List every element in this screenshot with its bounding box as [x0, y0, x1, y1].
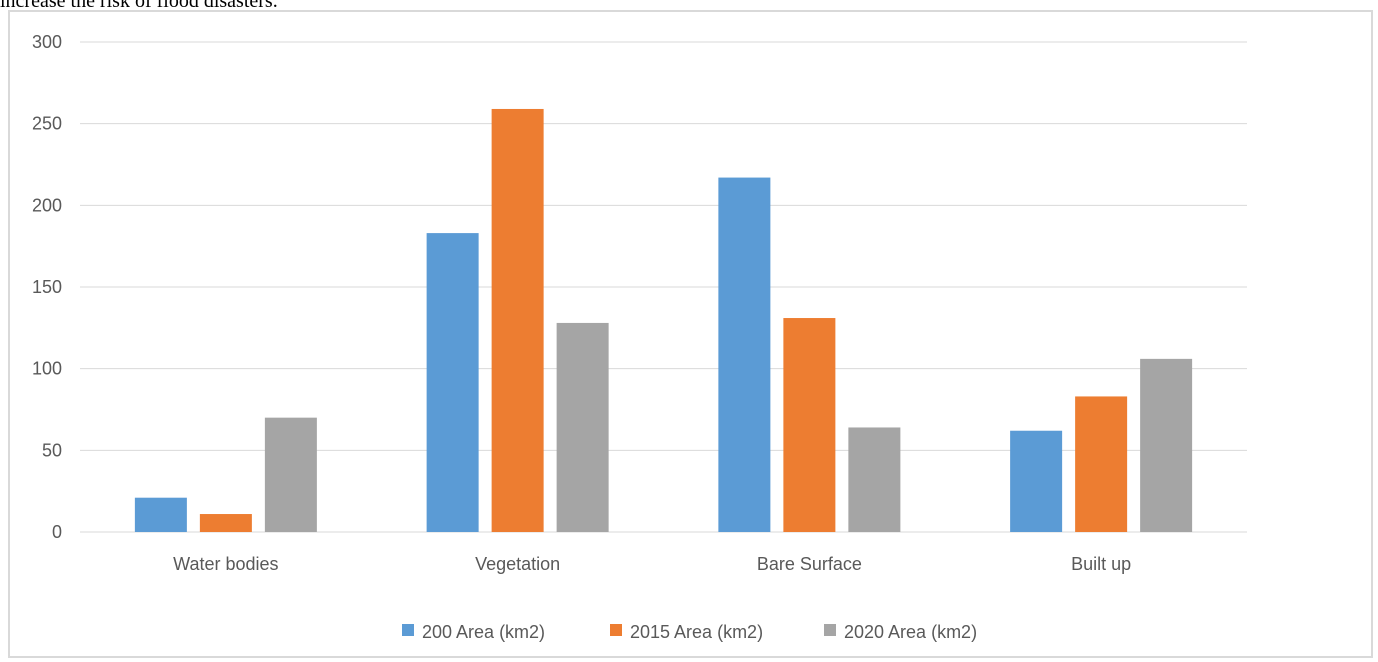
bar-bare-surface-series-2: [848, 427, 901, 532]
bar-built-up-series-1: [1075, 396, 1128, 532]
bar-vegetation-series-0: [426, 233, 479, 532]
bar-built-up-series-2: [1140, 358, 1193, 532]
x-axis-ticks: Water bodies Vegetation Bare Surface Built …: [173, 554, 1131, 574]
bars: [134, 108, 1193, 533]
legend-swatch: [610, 624, 622, 636]
x-tick-label: Water bodies: [173, 554, 278, 574]
legend-label: 2015 Area (km2): [630, 622, 763, 642]
legend-swatch: [824, 624, 836, 636]
caption-fragment: increase the risk of flood disasters.: [0, 0, 278, 12]
bar-bare-surface-series-0: [718, 177, 771, 533]
x-tick-label: Vegetation: [475, 554, 560, 574]
y-tick-label: 100: [32, 359, 62, 379]
bar-bare-surface-series-1: [783, 318, 836, 532]
y-tick-label: 50: [42, 440, 62, 460]
y-axis-ticks: 0 50 100 150 200 250 300: [32, 32, 62, 542]
bar-vegetation-series-1: [491, 108, 544, 532]
x-tick-label: Bare Surface: [757, 554, 862, 574]
y-tick-label: 200: [32, 195, 62, 215]
bar-vegetation-series-2: [556, 322, 609, 532]
legend-label: 200 Area (km2): [422, 622, 545, 642]
y-tick-label: 150: [32, 277, 62, 297]
y-tick-label: 250: [32, 114, 62, 134]
bar-built-up-series-0: [1010, 430, 1063, 532]
legend: 200 Area (km2) 2015 Area (km2) 2020 Area (…: [402, 622, 977, 642]
y-tick-label: 0: [52, 522, 62, 542]
gridlines: [80, 41, 1247, 533]
chart-frame: [8, 10, 1373, 658]
legend-swatch: [402, 624, 414, 636]
legend-label: 2020 Area (km2): [844, 622, 977, 642]
x-tick-label: Built up: [1071, 554, 1131, 574]
bar-water-bodies-series-1: [199, 514, 252, 532]
bar-water-bodies-series-2: [264, 417, 317, 532]
y-tick-label: 300: [32, 32, 62, 52]
bar-water-bodies-series-0: [134, 497, 187, 532]
